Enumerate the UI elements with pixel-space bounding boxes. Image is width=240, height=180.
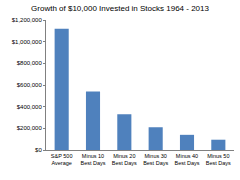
svg-text:Minus 30Best Days: Minus 30Best Days	[143, 153, 168, 166]
svg-text:$1,000,000: $1,000,000	[12, 39, 43, 45]
svg-text:Growth of $10,000 Invested in: Growth of $10,000 Invested in Stocks 196…	[31, 4, 209, 13]
svg-text:$1,200,000: $1,200,000	[12, 17, 43, 23]
svg-text:$800,000: $800,000	[17, 60, 43, 66]
svg-text:$0: $0	[35, 147, 42, 153]
svg-text:Minus 50Best Days: Minus 50Best Days	[206, 153, 231, 166]
svg-text:S&P 500Average: S&P 500Average	[51, 153, 73, 166]
svg-text:Minus 40Best Days: Minus 40Best Days	[174, 153, 199, 166]
svg-text:Minus 10Best Days: Minus 10Best Days	[80, 153, 105, 166]
svg-text:$600,000: $600,000	[17, 82, 43, 88]
svg-text:$200,000: $200,000	[17, 125, 43, 131]
svg-text:Minus 20Best Days: Minus 20Best Days	[112, 153, 137, 166]
svg-text:$400,000: $400,000	[17, 104, 43, 110]
